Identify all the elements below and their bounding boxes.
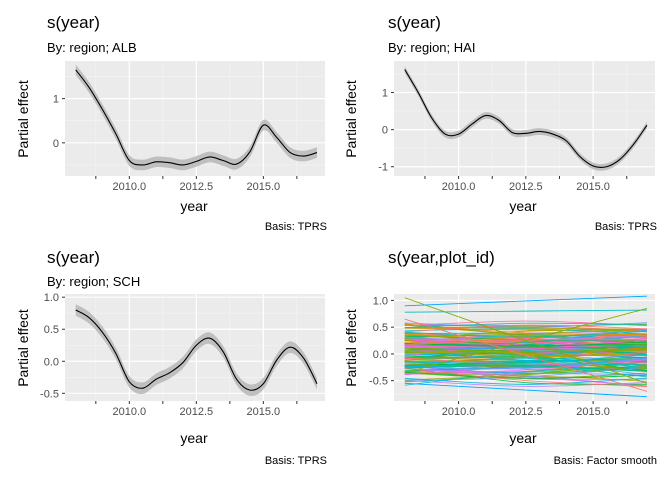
factor-smooth-line bbox=[404, 324, 647, 333]
y-tick-label: 0.5 bbox=[44, 324, 59, 336]
factor-smooth-line bbox=[404, 356, 647, 367]
plot-area bbox=[404, 295, 648, 398]
factor-smooth-line bbox=[404, 358, 647, 365]
y-tick-label: -0.5 bbox=[369, 376, 388, 388]
smooth-line bbox=[404, 69, 648, 168]
factor-smooth-line bbox=[404, 343, 647, 346]
plot-area bbox=[75, 64, 318, 171]
y-tick-label: 0.0 bbox=[44, 356, 59, 368]
factor-smooth-line bbox=[404, 357, 647, 370]
panel-title: s(year) bbox=[47, 248, 100, 267]
x-tick-label: 2015.0 bbox=[247, 181, 281, 193]
basis-caption: Basis: TPRS bbox=[265, 221, 327, 233]
x-tick-label: 2012.5 bbox=[509, 181, 543, 193]
y-axis-title: Partial effect bbox=[15, 80, 31, 158]
panel-hai: s(year) By: region; HAI Partial effect y… bbox=[343, 13, 657, 233]
factor-smooth-line bbox=[404, 346, 647, 351]
y-tick-label: 1.0 bbox=[373, 295, 388, 307]
basis-caption: Basis: TPRS bbox=[265, 455, 327, 467]
factor-smooth-line bbox=[404, 368, 647, 387]
panel-title: s(year) bbox=[388, 13, 441, 32]
y-tick-label: 0.5 bbox=[373, 322, 388, 334]
x-axis-title: year bbox=[180, 198, 208, 214]
x-tick-label: 2010.0 bbox=[442, 181, 476, 193]
smooth-line bbox=[75, 309, 318, 391]
panel-title: s(year,plot_id) bbox=[388, 248, 495, 267]
panel-subtitle: By: region; ALB bbox=[47, 40, 137, 55]
panel-subtitle: By: region; SCH bbox=[47, 274, 140, 289]
plot-area bbox=[75, 304, 318, 397]
y-tick-label: 1 bbox=[382, 88, 388, 100]
factor-smooth-line bbox=[404, 377, 647, 385]
factor-smooth-line bbox=[404, 368, 647, 387]
x-tick-label: 2012.5 bbox=[180, 181, 214, 193]
factor-smooth-line bbox=[404, 354, 647, 364]
factor-smooth-line bbox=[404, 339, 647, 346]
panel-sch: s(year) By: region; SCH Partial effect y… bbox=[15, 248, 327, 467]
x-axis-title: year bbox=[509, 198, 537, 214]
panel-factor-smooth: s(year,plot_id) Partial effect year Basi… bbox=[343, 248, 657, 467]
y-axis-title: Partial effect bbox=[343, 309, 359, 387]
x-axis-title: year bbox=[509, 430, 537, 446]
basis-caption: Basis: Factor smooth bbox=[554, 455, 657, 467]
x-tick-label: 2015.0 bbox=[576, 181, 610, 193]
factor-smooth-line bbox=[404, 330, 647, 338]
panel-alb: s(year) By: region; ALB Partial effect y… bbox=[15, 13, 327, 233]
x-tick-label: 2012.5 bbox=[180, 406, 214, 418]
plot-background bbox=[394, 61, 655, 176]
y-axis-title: Partial effect bbox=[15, 309, 31, 387]
factor-smooth-line bbox=[404, 356, 647, 366]
factor-smooth-line bbox=[404, 309, 647, 313]
factor-smooth-line bbox=[404, 318, 648, 392]
factor-smooth-line bbox=[404, 350, 647, 357]
factor-smooth-line bbox=[404, 322, 647, 329]
y-tick-label: 0 bbox=[53, 138, 59, 150]
factor-smooth-line bbox=[404, 295, 647, 307]
y-tick-label: -0.5 bbox=[40, 388, 59, 400]
y-tick-label: -1 bbox=[378, 162, 388, 174]
x-tick-label: 2010.0 bbox=[113, 406, 147, 418]
plot-area bbox=[404, 66, 648, 171]
factor-smooth-line bbox=[404, 327, 647, 333]
y-tick-label: 0 bbox=[382, 125, 388, 137]
x-tick-label: 2015.0 bbox=[247, 406, 281, 418]
y-tick-label: 1.0 bbox=[44, 292, 59, 304]
y-tick-label: 1 bbox=[53, 94, 59, 106]
y-axis-title: Partial effect bbox=[343, 80, 359, 158]
x-tick-label: 2010.0 bbox=[113, 181, 147, 193]
factor-smooth-line bbox=[404, 308, 648, 374]
x-tick-label: 2010.0 bbox=[442, 406, 476, 418]
confidence-band bbox=[75, 304, 317, 397]
basis-caption: Basis: TPRS bbox=[595, 221, 657, 233]
factor-smooth-line bbox=[404, 365, 647, 372]
factor-smooth-line bbox=[404, 328, 647, 339]
x-tick-label: 2012.5 bbox=[509, 406, 543, 418]
factor-smooth-line bbox=[404, 382, 647, 398]
y-tick-label: 0.0 bbox=[373, 349, 388, 361]
panel-subtitle: By: region; HAI bbox=[388, 40, 475, 55]
x-tick-label: 2015.0 bbox=[576, 406, 610, 418]
factor-smooth-line bbox=[404, 359, 647, 375]
factor-smooth-line bbox=[404, 371, 647, 379]
factor-smooth-line bbox=[404, 347, 647, 352]
smooth-line bbox=[75, 69, 318, 166]
x-axis-title: year bbox=[180, 430, 208, 446]
panel-title: s(year) bbox=[47, 13, 100, 32]
